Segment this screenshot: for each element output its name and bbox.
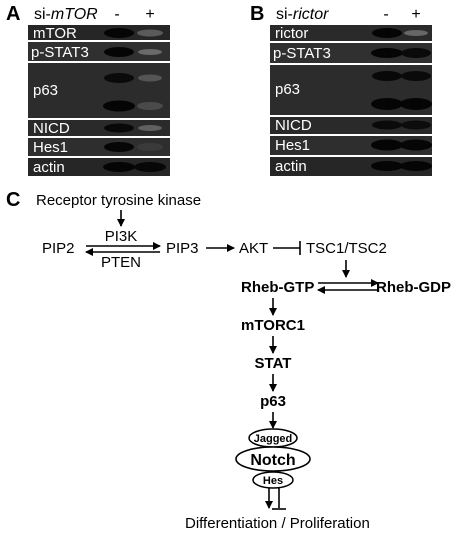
panel-a-si-prefix: si-: [34, 6, 51, 23]
panel-a-band-label: actin: [33, 159, 65, 176]
blot-strip-mtor: [28, 25, 170, 40]
panel-b-si-target: rictor: [293, 6, 329, 23]
panel-b-lane-minus: -: [383, 6, 388, 23]
blot-strip-actin: [28, 158, 170, 176]
blot-strip-nicd: [28, 120, 170, 136]
band-a-actin-control: [103, 162, 135, 172]
rheb-gdp-label: Rheb-GDP: [376, 279, 451, 296]
band-b-p63-lower-si: [400, 98, 432, 110]
band-a-nicd-control: [104, 123, 134, 133]
pten-label: PTEN: [101, 254, 141, 271]
band-a-p63-upper-control: [104, 73, 134, 83]
pi3k-label: PI3K: [105, 228, 138, 245]
panel-c: C Receptor tyrosine kinase PIP2 PI3K PTE…: [6, 189, 451, 532]
akt-label: AKT: [239, 240, 268, 257]
panel-b-band-label: Hes1: [275, 137, 310, 154]
band-b-p63-upper-si: [401, 71, 431, 81]
band-b-actin-control: [371, 161, 403, 171]
panel-b-letter: B: [250, 3, 264, 25]
band-b-pstat3-control: [371, 48, 403, 58]
mtorc1-label: mTORC1: [241, 317, 305, 334]
rtk-label: Receptor tyrosine kinase: [36, 192, 201, 209]
band-a-pstat3-si: [138, 49, 162, 55]
panel-b-band-label: NICD: [275, 117, 312, 134]
rheb-gtp-label: Rheb-GTP: [241, 279, 314, 296]
panel-b: B si-rictor - + rictor p-STAT3 p63 NICD …: [250, 3, 432, 176]
panel-b-si-label: si-rictor: [276, 6, 329, 23]
panel-a-si-target: mTOR: [51, 6, 98, 23]
band-b-rictor-control: [372, 28, 402, 38]
panel-b-band-label: p63: [275, 81, 300, 98]
band-a-p63-lower-control: [103, 100, 135, 112]
panel-a-band-label: Hes1: [33, 139, 68, 156]
panel-a-lane-minus: -: [114, 6, 119, 23]
band-b-p63-lower-control: [371, 98, 403, 110]
band-b-rictor-si: [404, 30, 428, 36]
panel-a-lane-plus: +: [145, 6, 154, 23]
band-a-hes1-control: [104, 142, 134, 152]
band-a-p63-lower-si: [137, 102, 163, 110]
panel-b-lane-plus: +: [411, 6, 420, 23]
panel-a-band-label: p-STAT3: [31, 44, 89, 61]
band-b-nicd-control: [372, 120, 402, 130]
stat-label: STAT: [255, 355, 292, 372]
panel-a-band-label: p63: [33, 82, 58, 99]
band-b-nicd-si: [401, 120, 431, 130]
band-a-pstat3-control: [104, 47, 134, 57]
notch-oval: [235, 446, 311, 472]
panel-b-band-label: p-STAT3: [273, 45, 331, 62]
band-a-mtor-control: [104, 28, 134, 38]
band-a-hes1-si: [137, 143, 163, 151]
band-a-p63-upper-si: [138, 74, 162, 82]
panel-b-si-prefix: si-: [276, 6, 293, 23]
band-b-actin-si: [400, 161, 432, 171]
hes-label: Hes: [263, 475, 283, 487]
blot-strip-pstat3: [270, 43, 432, 63]
outcome-label: Differentiation / Proliferation: [185, 515, 370, 532]
panel-a: A si-mTOR - + mTOR p-STAT3 p63 NICD Hes1…: [6, 3, 170, 176]
band-a-actin-si: [134, 162, 166, 172]
blot-strip-pstat3: [28, 42, 170, 61]
panel-a-band-label: NICD: [33, 120, 70, 137]
band-b-hes1-si: [400, 139, 432, 151]
p63-label: p63: [260, 393, 286, 410]
panel-a-si-label: si-mTOR: [34, 6, 98, 23]
notch-label: Notch: [250, 452, 295, 469]
band-b-hes1-control: [371, 139, 403, 151]
pip3-label: PIP3: [166, 240, 199, 257]
hes-oval: [252, 471, 294, 489]
panel-b-band-label: rictor: [275, 25, 308, 42]
band-a-mtor-si: [137, 29, 163, 37]
pip2-label: PIP2: [42, 240, 75, 257]
band-b-pstat3-si: [401, 48, 431, 58]
panel-c-letter: C: [6, 189, 20, 211]
panel-a-band-label: mTOR: [33, 25, 77, 42]
band-b-p63-upper-control: [372, 71, 402, 81]
band-a-nicd-si: [138, 125, 162, 131]
blot-strip-hes1: [28, 138, 170, 156]
panel-a-letter: A: [6, 3, 20, 25]
jagged-label: Jagged: [254, 433, 293, 445]
panel-b-band-label: actin: [275, 158, 307, 175]
tsc-label: TSC1/TSC2: [306, 240, 387, 257]
